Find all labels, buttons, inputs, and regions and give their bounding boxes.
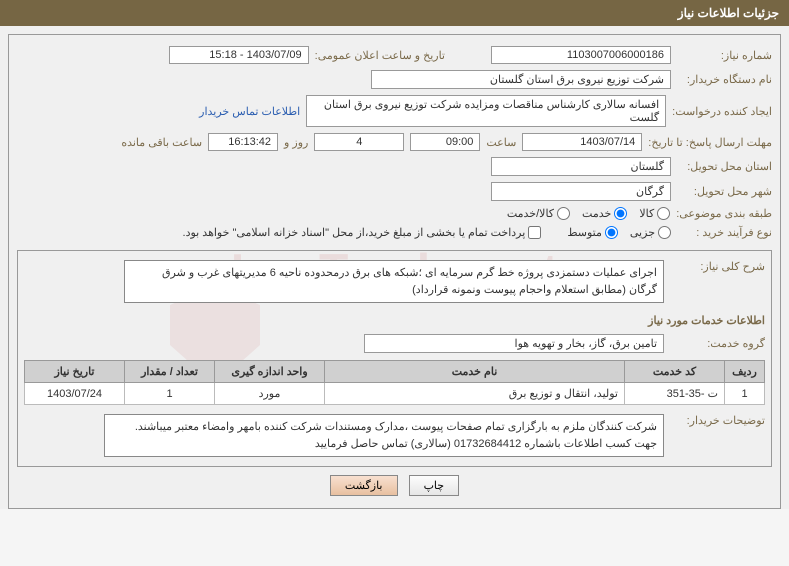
process-radio-group: جزیی متوسط <box>567 226 671 239</box>
cat-service-option[interactable]: خدمت <box>582 207 627 220</box>
row-general-desc: شرح کلی نیاز: اجرای عملیات دستمزدی پروژه… <box>24 257 765 306</box>
col-qty: تعداد / مقدار <box>125 361 215 383</box>
col-unit: واحد اندازه گیری <box>215 361 325 383</box>
deadline-date: 1403/07/14 <box>522 133 642 151</box>
col-name: نام خدمت <box>325 361 625 383</box>
row-process: نوع فرآیند خرید : جزیی متوسط پرداخت تمام… <box>17 223 772 242</box>
cat-goods-option[interactable]: کالا <box>639 207 670 220</box>
cat-service-label: خدمت <box>582 207 611 220</box>
row-service-group: گروه خدمت: تامین برق، گاز، بخار و تهویه … <box>24 331 765 356</box>
table-header-row: ردیف کد خدمت نام خدمت واحد اندازه گیری ت… <box>25 361 765 383</box>
services-info-title: اطلاعات خدمات مورد نیاز <box>24 314 765 327</box>
service-group-value: تامین برق، گاز، بخار و تهویه هوا <box>364 334 664 353</box>
back-button[interactable]: بازگشت <box>330 475 398 496</box>
cat-goods-label: کالا <box>639 207 654 220</box>
row-province: استان محل تحویل: گلستان <box>17 154 772 179</box>
service-group-label: گروه خدمت: <box>670 337 765 350</box>
buyer-org-label: نام دستگاه خریدار: <box>677 73 772 86</box>
general-desc-value: اجرای عملیات دستمزدی پروژه خط گرم سرمایه… <box>124 260 664 303</box>
cell-code: ت -35-351 <box>625 383 725 405</box>
need-number-value: 1103007006000186 <box>491 46 671 64</box>
table-row: 1 ت -35-351 تولید، انتقال و توزیع برق مو… <box>25 383 765 405</box>
time-label: ساعت <box>486 136 516 149</box>
announce-value: 1403/07/09 - 15:18 <box>169 46 309 64</box>
payment-note-option[interactable]: پرداخت تمام یا بخشی از مبلغ خرید،از محل … <box>183 226 542 239</box>
requester-value: افسانه سالاری کارشناس مناقصات ومزایده شر… <box>306 95 666 127</box>
page-title: جزئیات اطلاعات نیاز <box>678 6 779 20</box>
row-buyer-org: نام دستگاه خریدار: شرکت توزیع نیروی برق … <box>17 67 772 92</box>
process-label: نوع فرآیند خرید : <box>677 226 772 239</box>
remaining-time: 16:13:42 <box>208 133 278 151</box>
page-title-bar: جزئیات اطلاعات نیاز <box>0 0 789 26</box>
proc-medium-radio[interactable] <box>605 226 618 239</box>
row-buyer-notes: توضیحات خریدار: شرکت کنندگان ملزم به بار… <box>24 411 765 460</box>
row-deadline: مهلت ارسال پاسخ: تا تاریخ: 1403/07/14 سا… <box>17 130 772 154</box>
city-label: شهر محل تحویل: <box>677 185 772 198</box>
services-table: ردیف کد خدمت نام خدمت واحد اندازه گیری ت… <box>24 360 765 405</box>
province-label: استان محل تحویل: <box>677 160 772 173</box>
buyer-notes-label: توضیحات خریدار: <box>670 414 765 427</box>
remaining-label: ساعت باقی مانده <box>121 136 202 149</box>
col-idx: ردیف <box>725 361 765 383</box>
cat-goods-service-option[interactable]: کالا/خدمت <box>507 207 570 220</box>
row-city: شهر محل تحویل: گرگان <box>17 179 772 204</box>
general-desc-label: شرح کلی نیاز: <box>670 260 765 273</box>
category-label: طبقه بندی موضوعی: <box>676 207 772 220</box>
col-date: تاریخ نیاز <box>25 361 125 383</box>
row-need-number: شماره نیاز: 1103007006000186 تاریخ و ساع… <box>17 43 772 67</box>
print-button[interactable]: چاپ <box>409 475 460 496</box>
payment-checkbox[interactable] <box>528 226 541 239</box>
days-remaining: 4 <box>314 133 404 151</box>
button-bar: چاپ بازگشت <box>17 467 772 500</box>
col-code: کد خدمت <box>625 361 725 383</box>
payment-note: پرداخت تمام یا بخشی از مبلغ خرید،از محل … <box>183 226 526 239</box>
proc-minor-radio[interactable] <box>658 226 671 239</box>
cat-goods-service-label: کالا/خدمت <box>507 207 554 220</box>
row-category: طبقه بندی موضوعی: کالا خدمت کالا/خدمت <box>17 204 772 223</box>
buyer-contact-link[interactable]: اطلاعات تماس خریدار <box>199 105 300 118</box>
proc-medium-label: متوسط <box>567 226 602 239</box>
province-value: گلستان <box>491 157 671 176</box>
content-panel: IrnaTender.net شماره نیاز: 1103007006000… <box>8 34 781 509</box>
main-container: جزئیات اطلاعات نیاز IrnaTender.net شماره… <box>0 0 789 509</box>
deadline-label: مهلت ارسال پاسخ: تا تاریخ: <box>648 136 772 149</box>
cell-qty: 1 <box>125 383 215 405</box>
cell-unit: مورد <box>215 383 325 405</box>
row-requester: ایجاد کننده درخواست: افسانه سالاری کارشن… <box>17 92 772 130</box>
cat-goods-service-radio[interactable] <box>557 207 570 220</box>
days-and-label: روز و <box>284 136 308 149</box>
details-section: شرح کلی نیاز: اجرای عملیات دستمزدی پروژه… <box>17 250 772 467</box>
cell-date: 1403/07/24 <box>25 383 125 405</box>
category-radio-group: کالا خدمت کالا/خدمت <box>507 207 670 220</box>
buyer-org-value: شرکت توزیع نیروی برق استان گلستان <box>371 70 671 89</box>
cell-name: تولید، انتقال و توزیع برق <box>325 383 625 405</box>
city-value: گرگان <box>491 182 671 201</box>
announce-label: تاریخ و ساعت اعلان عمومی: <box>315 49 445 62</box>
cell-idx: 1 <box>725 383 765 405</box>
buyer-notes-value: شرکت کنندگان ملزم به بارگزاری تمام صفحات… <box>104 414 664 457</box>
proc-minor-option[interactable]: جزیی <box>630 226 671 239</box>
requester-label: ایجاد کننده درخواست: <box>672 105 772 118</box>
cat-service-radio[interactable] <box>614 207 627 220</box>
proc-medium-option[interactable]: متوسط <box>567 226 618 239</box>
cat-goods-radio[interactable] <box>657 207 670 220</box>
need-number-label: شماره نیاز: <box>677 49 772 62</box>
proc-minor-label: جزیی <box>630 226 655 239</box>
deadline-time: 09:00 <box>410 133 480 151</box>
